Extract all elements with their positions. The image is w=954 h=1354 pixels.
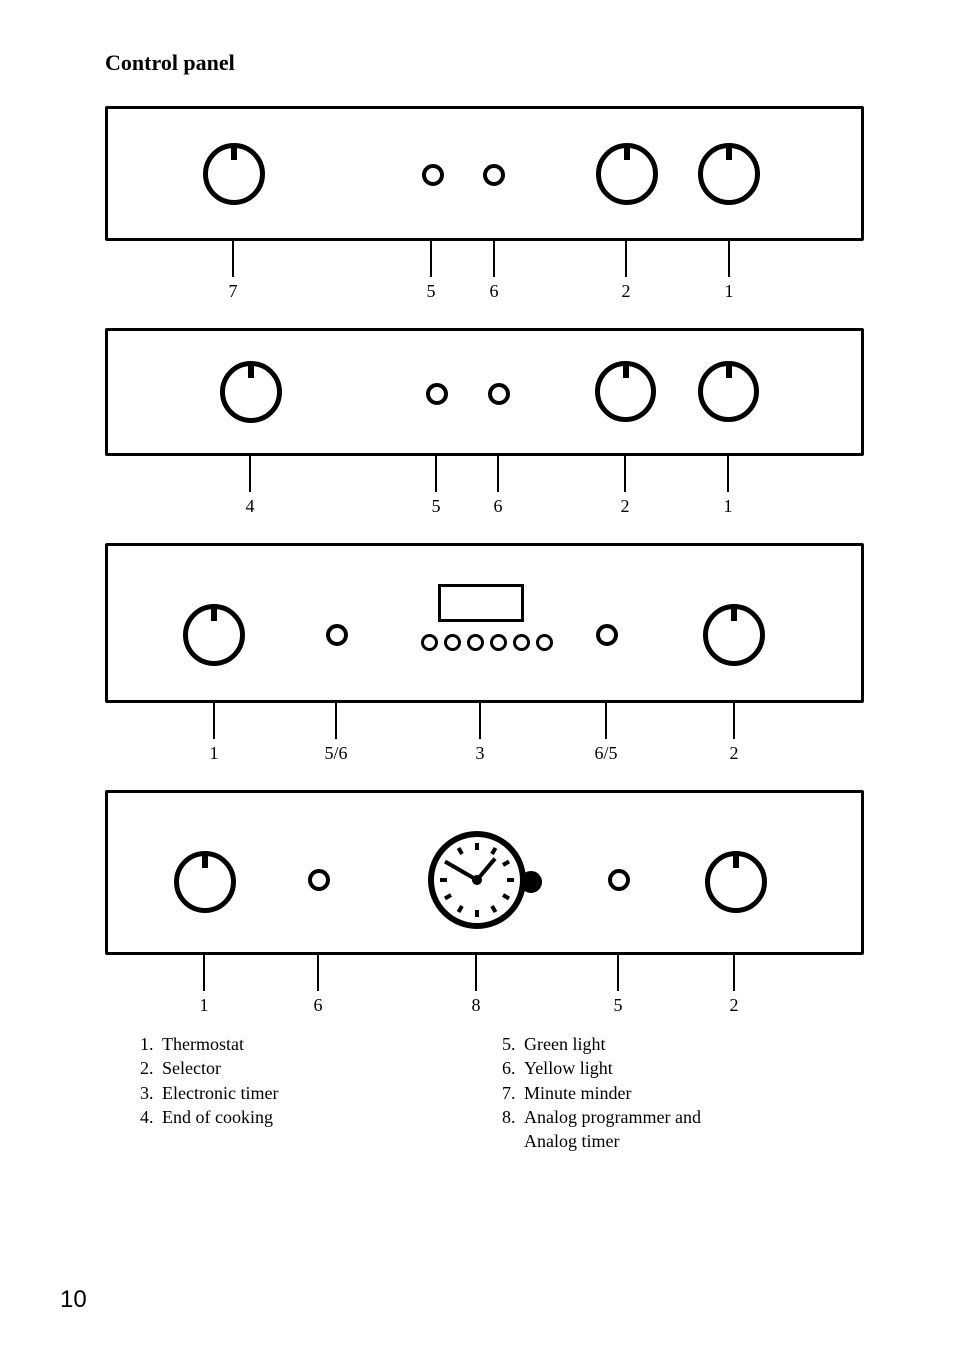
timer-display-icon (438, 584, 524, 622)
diagram-label: 1 (200, 995, 209, 1016)
panel-block: 7 5 6 2 1 (105, 106, 864, 303)
diagram-label: 2 (730, 995, 739, 1016)
panel-block: 4 5 6 2 1 (105, 328, 864, 518)
timer-buttons-icon (421, 634, 553, 651)
indicator-light-icon (326, 624, 348, 646)
page-title: Control panel (105, 50, 864, 76)
indicator-light-icon (488, 383, 510, 405)
panel-block: 1 5/6 3 6/5 2 (105, 543, 864, 765)
diagram-label: 4 (246, 496, 255, 517)
knob-icon (220, 361, 282, 423)
labels-row: 4 5 6 2 1 (105, 456, 864, 518)
diagram-label: 1 (725, 281, 734, 302)
legend-item: 8.Analog programmer and (502, 1105, 864, 1129)
knob-icon (174, 851, 236, 913)
legend-item: 2.Selector (140, 1056, 502, 1080)
diagram-label: 1 (724, 496, 733, 517)
labels-row: 7 5 6 2 1 (105, 241, 864, 303)
knob-icon (698, 143, 760, 205)
labels-row: 1 6 8 5 2 (105, 955, 864, 1017)
page-number: 10 (60, 1286, 87, 1314)
diagram-label: 6/5 (594, 743, 617, 764)
diagram-label: 7 (229, 281, 238, 302)
labels-row: 1 5/6 3 6/5 2 (105, 703, 864, 765)
knob-icon (703, 604, 765, 666)
indicator-light-icon (608, 869, 630, 891)
diagram-label: 5 (432, 496, 441, 517)
diagram-label: 6 (490, 281, 499, 302)
diagram-label: 3 (476, 743, 485, 764)
panel-box (105, 106, 864, 241)
panel-box (105, 328, 864, 456)
indicator-light-icon (483, 164, 505, 186)
indicator-light-icon (596, 624, 618, 646)
knob-icon (183, 604, 245, 666)
diagram-label: 2 (622, 281, 631, 302)
indicator-light-icon (422, 164, 444, 186)
minute-knob-icon (520, 871, 542, 893)
legend-item: Analog timer (502, 1129, 864, 1153)
diagram-label: 6 (494, 496, 503, 517)
knob-icon (595, 361, 656, 422)
legend-item: 6.Yellow light (502, 1056, 864, 1080)
legend-item: 1.Thermostat (140, 1032, 502, 1056)
legend: 1.Thermostat2.Selector3.Electronic timer… (105, 1032, 864, 1153)
knob-icon (596, 143, 658, 205)
diagram-label: 2 (730, 743, 739, 764)
knob-icon (705, 851, 767, 913)
analog-clock-icon (428, 831, 526, 929)
indicator-light-icon (426, 383, 448, 405)
legend-item: 4.End of cooking (140, 1105, 502, 1129)
panel-box (105, 790, 864, 955)
diagram-label: 5 (614, 995, 623, 1016)
diagram-label: 8 (472, 995, 481, 1016)
diagram-label: 2 (621, 496, 630, 517)
knob-icon (698, 361, 759, 422)
legend-item: 7.Minute minder (502, 1081, 864, 1105)
diagram-label: 5/6 (324, 743, 347, 764)
indicator-light-icon (308, 869, 330, 891)
panel-box (105, 543, 864, 703)
legend-item: 5.Green light (502, 1032, 864, 1056)
panel-block: 1 6 8 5 2 (105, 790, 864, 1017)
legend-item: 3.Electronic timer (140, 1081, 502, 1105)
diagram-label: 1 (210, 743, 219, 764)
diagram-label: 6 (314, 995, 323, 1016)
knob-icon (203, 143, 265, 205)
diagram-label: 5 (427, 281, 436, 302)
